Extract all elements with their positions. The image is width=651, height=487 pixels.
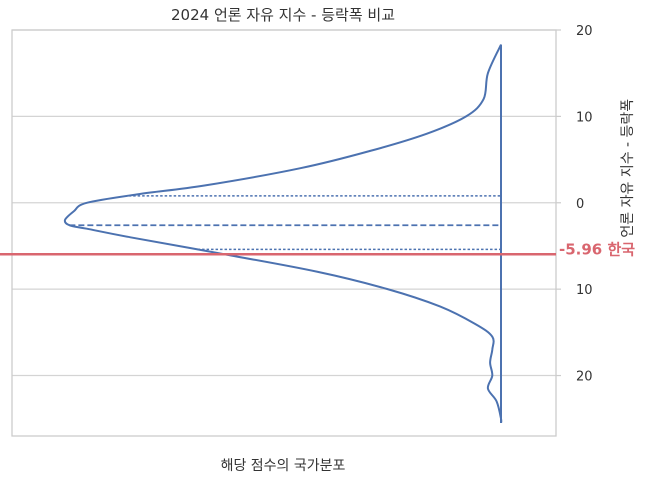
plot-frame	[11, 29, 557, 437]
y-tick-label: 20	[576, 370, 593, 385]
violin-group	[63, 44, 503, 424]
y-tick-label: 0	[576, 197, 584, 212]
chart-title: 2024 언론 자유 지수 - 등락폭 비교	[171, 6, 395, 24]
reference-label-korea: -5.96 한국	[559, 240, 635, 258]
y-axis-ticks: 20 10 0 10 20	[556, 24, 593, 385]
x-axis-label: 해당 점수의 국가분포	[221, 458, 346, 474]
y-tick-label: 10	[576, 110, 593, 125]
y-tick-label: 20	[576, 24, 593, 39]
y-tick-label: 10	[576, 283, 593, 298]
reference-group: -5.96 한국	[0, 240, 635, 258]
y-axis-label: 언론 자유 지수 - 등락폭	[620, 99, 636, 238]
violin-body	[63, 44, 503, 424]
